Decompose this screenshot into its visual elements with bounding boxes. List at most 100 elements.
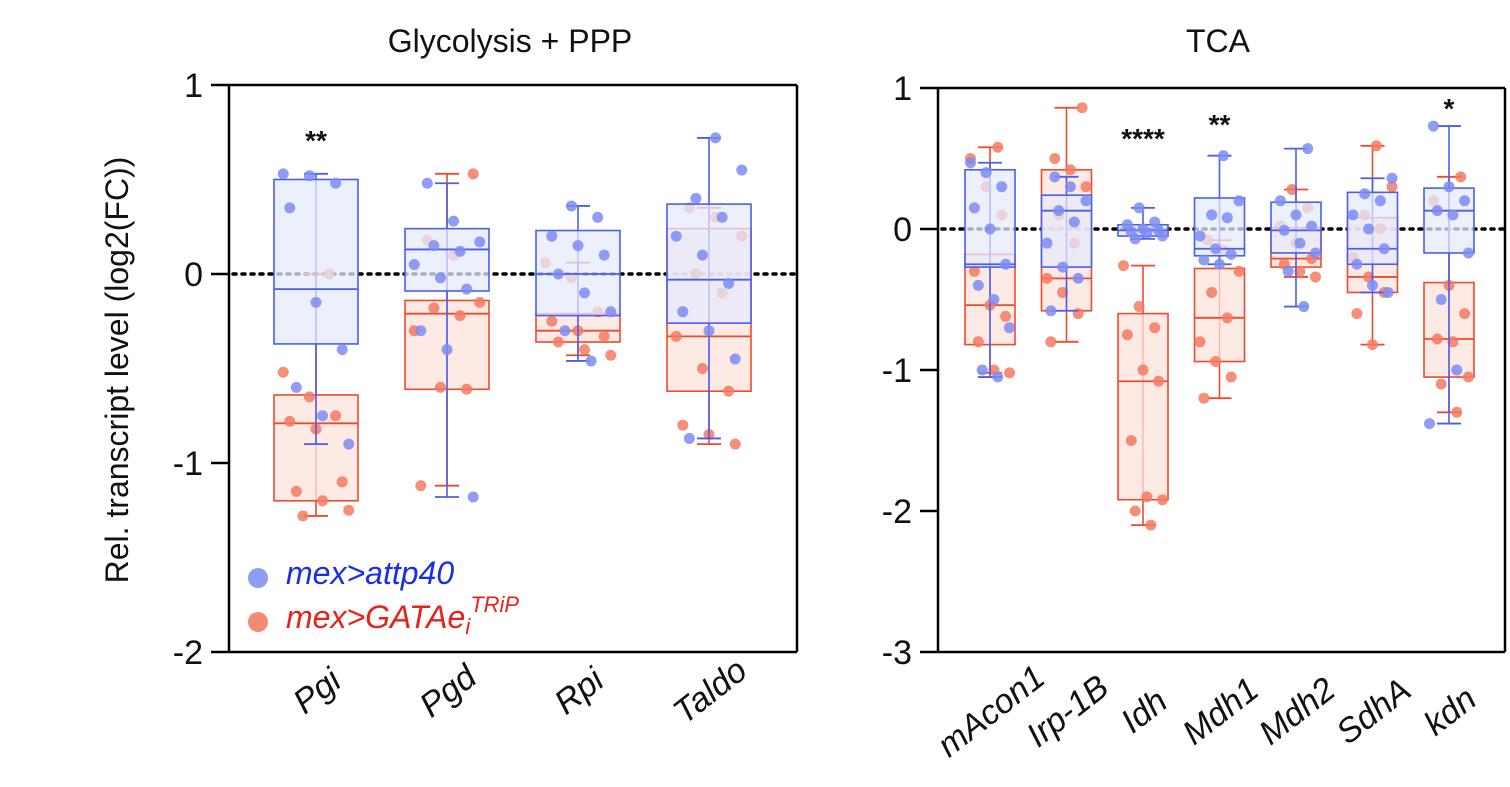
significance-marker: ** — [305, 125, 327, 156]
data-point — [980, 167, 992, 179]
data-point — [703, 325, 715, 337]
data-point — [996, 181, 1008, 193]
data-point — [317, 410, 329, 422]
legend-label-blue: mex>attp40 — [286, 555, 454, 591]
data-point — [683, 432, 695, 444]
data-point — [343, 504, 355, 516]
data-point — [1435, 378, 1447, 390]
data-point — [1278, 224, 1290, 236]
data-point — [1137, 364, 1149, 376]
data-point — [976, 364, 988, 376]
data-point — [474, 236, 486, 248]
data-point — [1225, 248, 1237, 260]
data-point — [1382, 286, 1394, 298]
data-point — [1435, 294, 1447, 305]
chart-glycolysis-ppp: 1 0 -1 -2 Pgi ** Pgd Rpi Taldo — [173, 67, 799, 732]
data-point — [552, 268, 564, 280]
data-point — [1233, 265, 1245, 277]
data-point — [1367, 339, 1378, 351]
data-point — [303, 170, 315, 182]
data-point — [1076, 102, 1088, 114]
data-point — [598, 330, 610, 342]
data-point — [297, 510, 309, 522]
data-point — [579, 287, 591, 299]
significance-marker: ** — [1209, 109, 1231, 140]
x-tick-label-SdhA: SdhA — [1329, 671, 1418, 752]
data-point — [1041, 237, 1053, 249]
data-point — [1049, 153, 1061, 164]
data-point — [1294, 237, 1306, 249]
data-point — [1367, 279, 1378, 291]
data-point — [415, 325, 427, 337]
data-point — [1443, 181, 1455, 193]
data-point — [1125, 435, 1137, 446]
y-tick-label: 1 — [893, 70, 912, 108]
data-point — [1386, 172, 1398, 184]
box-iqr — [1117, 312, 1169, 501]
x-tick-label-Mdh1: Mdh1 — [1176, 670, 1266, 752]
data-point — [1133, 301, 1145, 313]
box-Rpi-blue — [535, 200, 621, 367]
data-point — [1053, 205, 1065, 217]
data-point — [546, 315, 558, 327]
data-point — [1153, 375, 1165, 387]
data-point — [1206, 286, 1218, 298]
data-point — [1129, 233, 1141, 245]
data-point — [1221, 212, 1233, 224]
data-point — [1370, 140, 1382, 152]
data-point — [670, 230, 682, 242]
data-point — [1431, 333, 1443, 345]
data-point — [968, 202, 980, 214]
box-kdn-blue — [1423, 120, 1475, 430]
data-point — [1072, 308, 1084, 320]
data-point — [1045, 336, 1057, 348]
data-point — [1363, 223, 1375, 235]
box-iqr — [535, 229, 621, 317]
data-point — [428, 302, 440, 314]
data-point — [428, 240, 440, 252]
y-tick-label: -2 — [173, 634, 203, 672]
data-point — [441, 344, 453, 356]
data-point — [736, 164, 748, 176]
data-point — [1294, 265, 1306, 277]
data-point — [585, 355, 597, 367]
data-point — [1000, 258, 1012, 270]
x-tick-label-Rpi: Rpi — [547, 660, 612, 722]
legend-label-red-sup: TRiP — [470, 592, 519, 617]
data-point — [988, 294, 1000, 305]
data-point — [421, 177, 433, 189]
data-point — [1041, 272, 1053, 284]
data-point — [1274, 195, 1286, 207]
data-point — [710, 132, 722, 144]
y-tick-label: -1 — [882, 352, 912, 390]
box-Mdh1-blue — [1193, 150, 1246, 270]
data-point — [1447, 336, 1459, 348]
data-point — [1080, 181, 1092, 193]
data-point — [1198, 254, 1210, 266]
box-Irp-1B-blue — [1040, 171, 1093, 317]
data-point — [1080, 195, 1092, 207]
data-point — [1157, 230, 1168, 242]
x-tick-label-Taldo: Taldo — [666, 651, 754, 731]
data-point — [972, 336, 984, 348]
box-Taldo-blue — [666, 132, 752, 444]
data-point — [546, 230, 558, 242]
data-point — [1463, 247, 1474, 259]
data-point — [1198, 392, 1210, 404]
data-point — [1072, 272, 1084, 284]
data-point — [1133, 202, 1145, 214]
box-Pgd-blue — [404, 177, 490, 503]
data-point — [1306, 220, 1318, 232]
data-point — [1424, 418, 1435, 430]
data-point — [290, 381, 302, 393]
box-iqr — [404, 227, 490, 292]
data-point — [1194, 230, 1206, 242]
data-point — [572, 240, 584, 252]
data-point — [1004, 322, 1015, 334]
data-point — [1157, 494, 1168, 506]
data-point — [968, 265, 980, 277]
data-point — [605, 306, 617, 318]
data-point — [474, 296, 486, 308]
y-tick-label: -3 — [882, 634, 912, 672]
data-point — [1233, 195, 1245, 207]
